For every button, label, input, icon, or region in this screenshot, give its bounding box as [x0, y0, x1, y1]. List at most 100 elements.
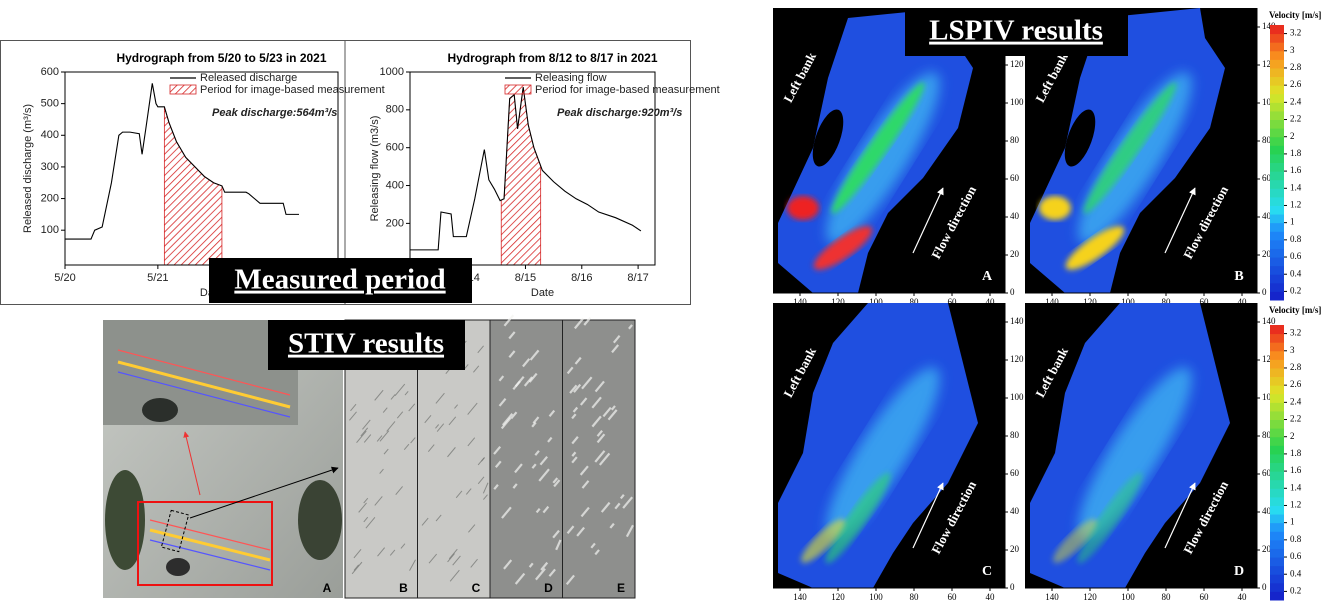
legend-label: Released discharge [200, 72, 297, 84]
colorbar-cell [1270, 196, 1284, 206]
colorbar-cell [1270, 110, 1284, 121]
velocity-blob [826, 367, 940, 539]
colorbar-tick-label: 2.4 [1290, 96, 1302, 106]
panel-label: D [1234, 564, 1244, 579]
colorbar-cell [1270, 76, 1284, 86]
flow-arrow [912, 482, 944, 549]
colorbar-cell [1270, 522, 1284, 532]
texture-streak [532, 416, 540, 424]
y-tick-label: 0 [1262, 287, 1267, 297]
x-tick-label: 5/21 [147, 272, 168, 284]
y-tick-label: 120 [1010, 354, 1024, 364]
texture-streak [435, 392, 445, 404]
texture-streak [404, 390, 409, 396]
colorbar-cell [1270, 162, 1284, 172]
y-axis-label: Releasing flow (m3/s) [369, 116, 381, 222]
texture-streak [528, 562, 534, 568]
colorbar-tick-label: 1 [1290, 517, 1295, 527]
colorbar-tick-label: 1.6 [1290, 465, 1302, 475]
texture-streak [611, 344, 620, 354]
x-tick-label: 140 [1045, 297, 1059, 307]
y-tick-label: 100 [1262, 392, 1276, 402]
texture-streak [498, 397, 507, 407]
x-tick-label: 60 [948, 592, 958, 602]
colorbar-tick-label: 2 [1290, 131, 1295, 141]
rock [166, 558, 190, 576]
panel-label: A [982, 269, 993, 284]
colorbar-cell [1270, 359, 1284, 369]
colorbar-cell [1270, 548, 1284, 558]
x-tick-label: 140 [793, 592, 807, 602]
texture-streak [602, 406, 612, 418]
y-tick-label: 140 [1010, 316, 1024, 326]
x-tick-label: 100 [869, 297, 883, 307]
y-tick-label: 500 [41, 98, 59, 110]
dry-area [1064, 109, 1096, 167]
roi-arrow [189, 466, 339, 519]
rock [105, 470, 145, 570]
colorbar-tick-label: 1.2 [1290, 500, 1301, 510]
colorbar-tick-label: 0.8 [1290, 234, 1302, 244]
texture-streak [628, 324, 633, 330]
y-tick-label: 20 [1010, 249, 1020, 259]
texture-streak [609, 522, 615, 529]
x-tick-label: 120 [831, 297, 845, 307]
y-tick-label: 40 [1010, 211, 1020, 221]
texture-streak [581, 376, 593, 390]
colorbar-cell [1270, 136, 1284, 146]
velocity-blob [787, 196, 819, 220]
colorbar-cell [1270, 222, 1284, 232]
y-tick-label: 60 [1010, 173, 1020, 183]
velocity-blob [1053, 519, 1097, 563]
colorbar-cell [1270, 453, 1284, 463]
y-tick-label: 120 [1262, 59, 1276, 69]
colorbar-tick-label: 1.2 [1290, 200, 1301, 210]
banners: Measured period STIV results LSPIV resul… [209, 8, 1128, 370]
texture-streak [622, 496, 634, 509]
colorbar-cell [1270, 574, 1284, 584]
velocity-blob [1039, 196, 1071, 220]
colorbar-tick-label: 2.6 [1290, 79, 1302, 89]
y-tick-label: 40 [1010, 506, 1020, 516]
y-tick-label: 300 [41, 161, 59, 173]
texture-streak [379, 468, 384, 474]
x-tick-label: 100 [869, 592, 883, 602]
colorbar-cell [1270, 145, 1284, 155]
colorbar-cell [1270, 488, 1284, 498]
texture-streak [529, 349, 540, 361]
colorbar-cell [1270, 367, 1284, 378]
texture-streak [523, 376, 533, 387]
axes-frame [409, 71, 656, 266]
velocity-blob [831, 82, 925, 214]
x-tick-label: 40 [1238, 592, 1248, 602]
texture-streak [574, 317, 584, 330]
texture-streak [349, 411, 357, 421]
texture-streak [421, 517, 429, 526]
colorbar-tick-label: 0.8 [1290, 534, 1302, 544]
colorbar-cell [1270, 59, 1284, 69]
texture-streak [512, 483, 518, 489]
texture-streak [539, 455, 548, 466]
texture-streak [483, 494, 488, 500]
y-tick-label: 120 [1010, 59, 1024, 69]
x-tick-label: 120 [1083, 297, 1097, 307]
inset-photo [103, 320, 298, 425]
y-tick-label: 20 [1262, 544, 1272, 554]
texture-streak [607, 409, 618, 421]
texture-streak [596, 429, 603, 437]
texture-streak [383, 448, 389, 455]
y-tick-label: 40 [1262, 211, 1272, 221]
texture-streak [435, 514, 442, 522]
colorbar-cell [1270, 445, 1284, 455]
texture-streak [351, 561, 363, 575]
texture-streak [376, 435, 383, 442]
texture-streak [594, 549, 600, 556]
texture-streak [403, 443, 410, 451]
texture-streak [572, 406, 579, 413]
colorbar-cell [1270, 67, 1284, 78]
colorbar-cell [1270, 419, 1284, 429]
colorbar-cell [1270, 50, 1284, 60]
colorbar-cell [1270, 25, 1284, 35]
